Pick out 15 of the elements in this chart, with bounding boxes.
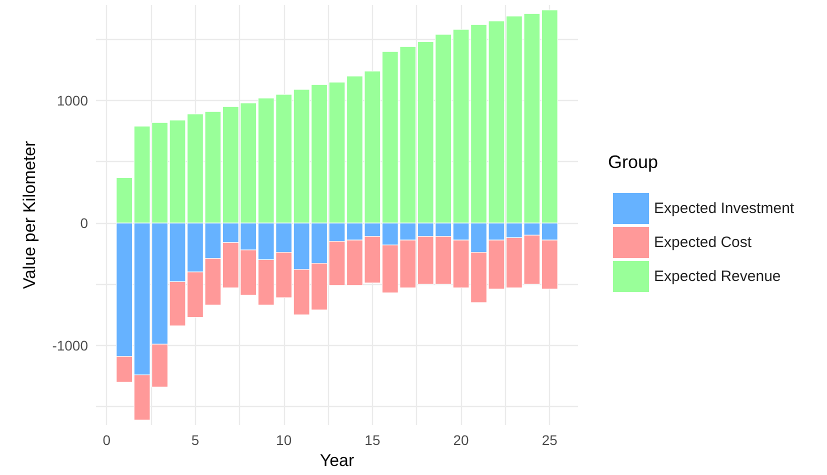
x-tick-label: 15 [364, 432, 380, 448]
y-tick-label: 1000 [56, 92, 88, 109]
legend-label: Expected Investment [654, 200, 795, 217]
x-tick-label: 25 [542, 432, 558, 448]
x-axis-title: Year [320, 450, 355, 470]
legend-title: Group [608, 152, 658, 172]
x-tick-label: 0 [102, 432, 111, 448]
legend-label: Expected Cost [654, 234, 752, 251]
x-tick-label: 20 [453, 432, 470, 448]
x-tick-label: 10 [276, 432, 292, 448]
y-tick-label: -1000 [52, 337, 88, 354]
x-tick-label: 5 [191, 432, 200, 448]
y-tick-label: 0 [80, 214, 88, 231]
y-axis-title: Value per Kilometer [20, 140, 39, 290]
legend-label: Expected Revenue [654, 268, 781, 285]
